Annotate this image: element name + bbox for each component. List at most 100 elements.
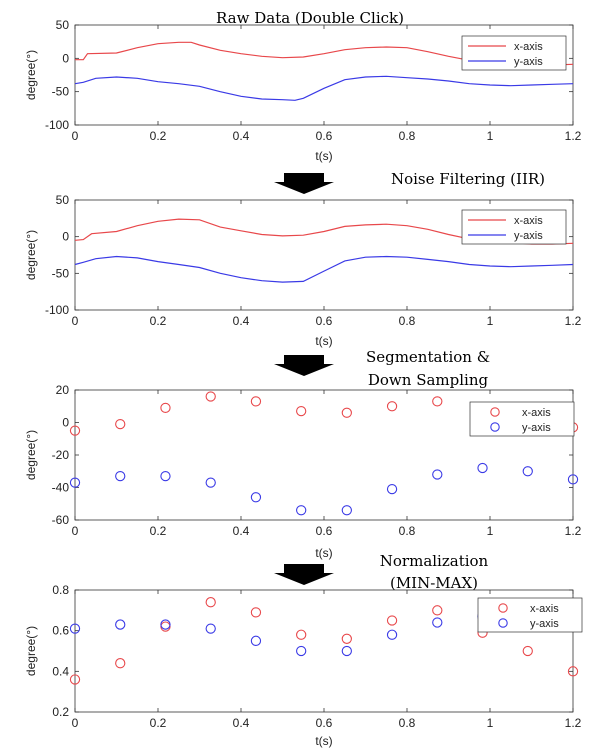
x-tick-label: 1 [487,129,494,143]
arrow-down-icon [274,173,334,194]
x-tick-label: 0 [72,524,79,538]
data-point-x-axis [205,391,216,402]
data-point-y-axis [477,462,488,474]
stage-4-title-line2: (MIN-MAX) [390,574,478,592]
x-tick-label: 0.6 [316,716,333,730]
x-axis-label: t(s) [315,546,332,560]
y-tick-label: 20 [56,383,70,397]
data-point-y-axis [296,505,307,516]
data-point-y-axis [160,470,171,482]
y-tick-label: 0.6 [52,624,69,638]
x-tick-label: 0.8 [399,314,416,328]
legend-label-x-axis: x-axis [530,603,559,615]
legend-label-x-axis: x-axis [514,215,543,227]
normalized-chart: 0 0.2 0.4 0.6 0.8 1 1.20.20.40.60.8t(s)degree(… [24,583,583,748]
data-point-x-axis [522,645,533,657]
y-tick-label: 0 [62,51,69,65]
data-point-y-axis [205,477,216,488]
data-point-x-axis [115,658,126,669]
y-tick-label: 0.4 [52,664,69,678]
x-tick-label: 0.8 [399,129,416,143]
x-tick-label: 0.6 [316,129,333,143]
series-line-y-axis [74,255,574,283]
y-tick-label: 50 [56,193,70,207]
data-point-x-axis [432,605,443,616]
data-point-x-axis [386,615,398,626]
y-axis-label: degree(°) [24,626,38,676]
data-point-x-axis [296,629,307,640]
y-axis-label: degree(°) [24,230,38,280]
y-axis-label: degree(°) [24,50,38,100]
y-tick-label: -50 [52,85,70,99]
data-point-y-axis [522,466,533,477]
data-point-y-axis [69,477,81,488]
legend-swatch-y-axis [490,422,500,432]
data-point-x-axis [115,418,126,430]
x-tick-label: 0 [72,716,79,730]
x-tick-label: 0.4 [233,129,250,143]
legend-label-y-axis: y-axis [522,422,551,434]
y-tick-label: -60 [52,513,70,527]
x-axis-label: t(s) [315,149,332,163]
data-point-y-axis [205,623,216,634]
y-tick-label: -40 [52,481,70,495]
stage-3-title: Segmentation & [366,348,490,366]
legend-label-y-axis: y-axis [514,56,543,68]
data-point-y-axis [341,645,352,657]
x-tick-label: 1.2 [565,524,582,538]
x-tick-label: 0.2 [150,716,167,730]
data-point-x-axis [250,396,262,407]
y-tick-label: 0 [62,416,69,430]
data-point-x-axis [296,405,307,417]
legend-label-y-axis: y-axis [530,618,559,630]
data-point-y-axis [567,474,579,485]
data-point-x-axis [69,425,81,436]
legend-box [461,209,567,245]
legend-label-x-axis: x-axis [514,41,543,53]
noise-filtered-chart: 0 0.2 0.4 0.6 0.8 1 1.2 -100 -50 0 50 t(s) degree(°)… [24,193,582,348]
arrow-down-icon [274,355,334,376]
data-point-y-axis [386,483,398,495]
data-point-y-axis [250,492,262,503]
x-tick-label: 0.2 [150,524,167,538]
data-point-x-axis [567,666,579,677]
data-point-x-axis [250,607,262,618]
y-tick-label: 50 [56,18,70,32]
data-point-x-axis [160,402,171,414]
legend-swatch-x-axis [490,407,500,417]
y-axis-label: degree(°) [24,430,38,480]
x-tick-label: 0.2 [150,129,167,143]
legend-box [477,597,583,633]
legend-box [461,35,567,71]
data-point-y-axis [432,469,443,480]
x-tick-label: 0.4 [233,524,250,538]
data-point-y-axis [115,470,126,482]
series-line-y-axis [74,75,574,101]
x-tick-label: 0.6 [316,314,333,328]
stage-4-title: Normalization [380,552,489,570]
x-tick-label: 1 [487,314,494,328]
y-tick-label: 0.2 [52,705,69,719]
data-point-x-axis [69,674,81,685]
raw-data-chart: 0 0.2 0.4 0.6 0.8 1 1.2 -100 -50 0 50 t(s) degree(°)… [24,18,582,163]
stage-2-title: Noise Filtering (IIR) [391,170,545,188]
segmented-downsampled-chart: 0 0.2 0.4 0.6 0.8 1 1.2 -60 -40 -20 0 20 t(s) degree(… [24,383,582,560]
legend-swatch-y-axis [498,618,508,628]
x-tick-label: 0 [72,129,79,143]
legend-swatch-x-axis [498,603,508,613]
x-tick-label: 1.2 [565,314,582,328]
y-tick-label: -100 [45,118,69,132]
y-tick-label: -100 [45,303,69,317]
x-axis-label: t(s) [315,334,332,348]
x-tick-label: 1.2 [565,129,582,143]
y-tick-label: -50 [52,266,70,280]
x-tick-label: 0.6 [316,524,333,538]
data-point-y-axis [296,645,307,657]
y-tick-label: 0 [62,230,69,244]
data-point-y-axis [115,619,126,630]
x-tick-label: 1.2 [565,716,582,730]
data-point-y-axis [69,623,81,634]
data-point-y-axis [386,629,398,640]
x-tick-label: 0.8 [399,716,416,730]
data-point-x-axis [432,396,443,407]
